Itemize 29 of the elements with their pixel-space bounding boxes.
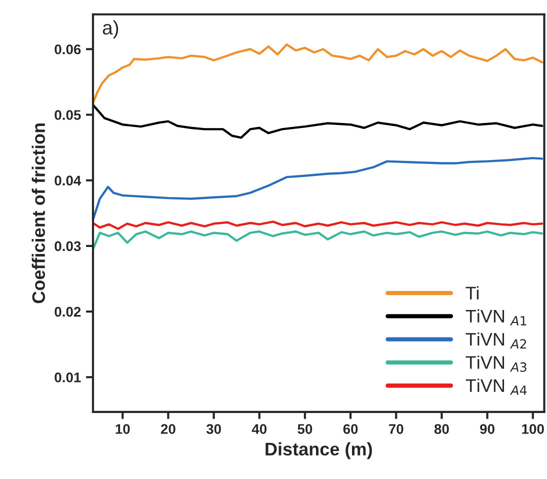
y-tick-label: 0.01 [54,372,81,382]
line-series [92,104,544,139]
y-tick-label: 0.06 [54,44,81,54]
line-series [92,43,544,104]
legend-label: TiVN $_{A1}$ [466,309,526,326]
y-tick-label: 0.04 [54,176,82,186]
legend-label: TiVN $_{A4}$ [466,378,527,395]
legend-label: TiVN $_{A3}$ [466,356,526,372]
y-tick-label: 0.05 [54,110,81,120]
line-series [92,230,544,250]
legend-label: TiVN $_{A2}$ [466,332,526,349]
x-tick-label: 90 [480,424,494,434]
x-tick-label: 50 [298,424,312,434]
legend-label: Ti [466,286,479,300]
x-tick-label: 100 [522,424,544,434]
x-tick-label: 80 [434,424,449,434]
y-tick-label: 0.03 [54,241,81,252]
annotation: a) [102,20,118,38]
x-tick-label: 20 [160,424,176,434]
x-tick-label: 10 [116,424,130,434]
y-tick-label: 0.02 [54,306,81,317]
x-tick-label: 30 [206,424,221,434]
line-series [92,156,544,221]
x-tick-label: 60 [343,424,358,434]
line-series [92,220,544,230]
y-axis-title: Coefficient of friction [32,123,46,304]
x-axis-title: Distance (m) [266,442,372,460]
x-tick-label: 40 [252,424,267,434]
x-tick-label: 70 [388,424,404,434]
